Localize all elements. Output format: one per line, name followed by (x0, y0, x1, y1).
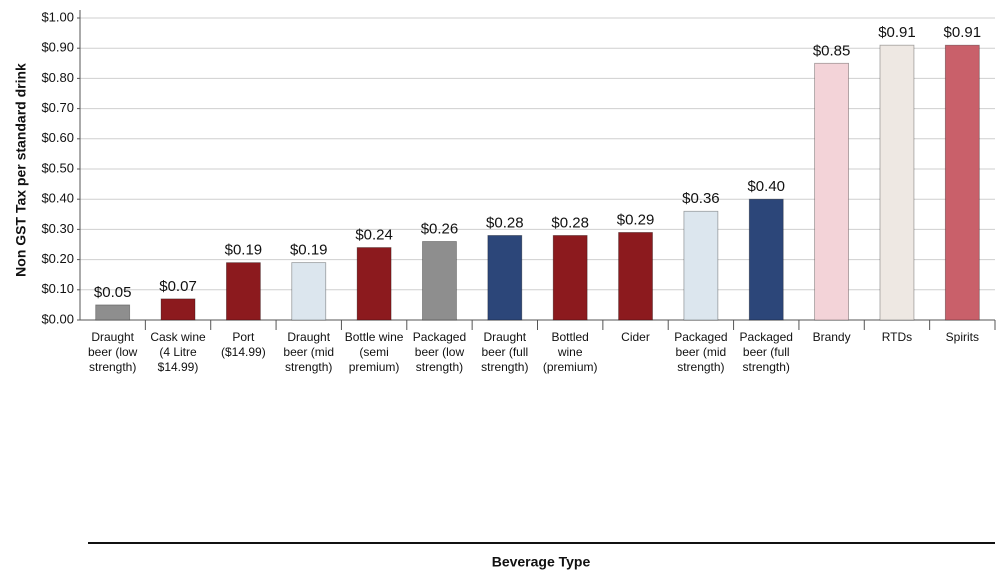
bar (356, 247, 392, 321)
bar (748, 198, 784, 321)
y-tick-label: $0.50 (41, 160, 74, 175)
bar (879, 44, 915, 321)
y-tick-label: $0.00 (41, 311, 74, 326)
value-label: $0.40 (747, 178, 785, 195)
x-tick-label: Brandy (812, 330, 851, 344)
value-label: $0.05 (94, 284, 132, 301)
y-axis-title: Non GST Tax per standard drink (13, 63, 29, 277)
value-label: $0.28 (486, 214, 524, 231)
value-label: $0.28 (551, 214, 589, 231)
value-label: $0.36 (682, 190, 720, 207)
x-tick-label: Cider (621, 330, 650, 344)
x-tick-label: Bottled wine (premium) (542, 330, 598, 374)
bar (225, 262, 261, 321)
bar (291, 262, 327, 321)
x-tick-label: Packaged beer (full strength) (739, 330, 793, 374)
x-tick-label: Spirits (945, 330, 979, 344)
bar (95, 304, 131, 321)
x-tick-label: Bottle wine (semi premium) (344, 330, 404, 374)
bar (814, 62, 849, 321)
bar (618, 232, 653, 321)
x-tick-label: Draught beer (low strength) (87, 330, 138, 374)
value-label: $0.26 (421, 220, 459, 237)
y-tick-label: $0.60 (41, 130, 74, 145)
x-tick-label: Port ($14.99) (221, 330, 266, 359)
bar (552, 235, 588, 321)
y-tick-label: $0.40 (41, 191, 74, 206)
value-label: $0.91 (944, 24, 982, 41)
x-tick-label: Draught beer (mid strength) (283, 330, 335, 374)
value-label: $0.19 (225, 242, 263, 259)
y-tick-label: $0.90 (41, 40, 74, 55)
bar (160, 298, 196, 321)
y-tick-label: $1.00 (41, 9, 74, 24)
bar (487, 235, 523, 321)
x-tick-label: Packaged beer (mid strength) (674, 330, 728, 374)
y-tick-label: $0.30 (41, 221, 74, 236)
y-tick-label: $0.80 (41, 70, 74, 85)
bar (422, 241, 457, 321)
value-label: $0.19 (290, 242, 328, 259)
value-label: $0.07 (159, 278, 197, 295)
x-tick-label: Cask wine (4 Litre $14.99) (150, 330, 206, 374)
y-tick-label: $0.20 (41, 251, 74, 266)
x-axis-title: Beverage Type (492, 554, 591, 570)
value-label: $0.29 (617, 211, 655, 228)
y-tick-label: $0.70 (41, 100, 74, 115)
bar (944, 44, 980, 321)
value-label: $0.24 (355, 226, 393, 243)
value-label: $0.91 (878, 24, 916, 41)
value-label: $0.85 (813, 42, 851, 59)
x-tick-label: Packaged beer (low strength) (412, 330, 467, 374)
y-tick-label: $0.10 (41, 281, 74, 296)
x-tick-label: Draught beer (full strength) (481, 330, 529, 374)
x-tick-label: RTDs (881, 330, 913, 344)
bar (683, 210, 719, 321)
